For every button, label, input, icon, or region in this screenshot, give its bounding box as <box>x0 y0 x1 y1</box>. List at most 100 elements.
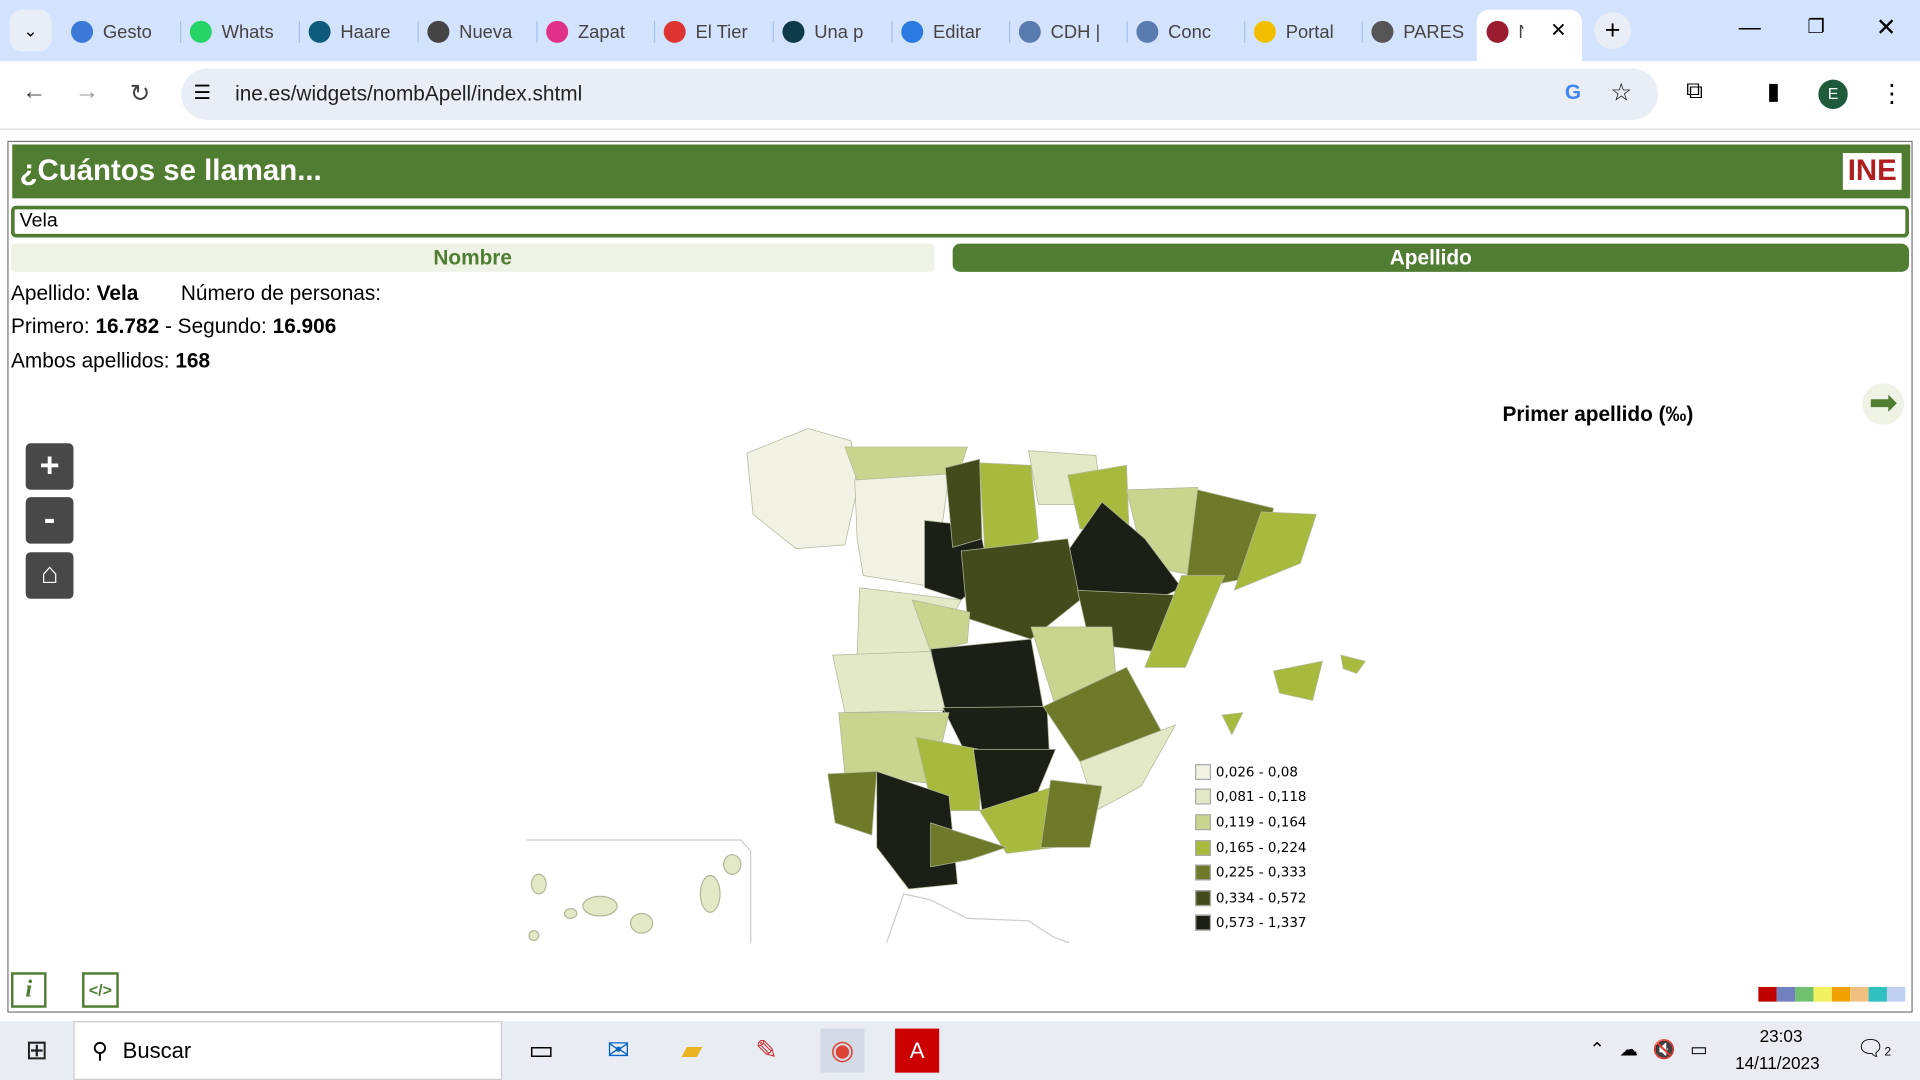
info-button[interactable]: i <box>11 972 47 1008</box>
bookmark-star-icon[interactable]: ☆ <box>1610 79 1633 107</box>
menu-icon[interactable]: ⋮ <box>1879 80 1905 108</box>
new-tab-button[interactable]: + <box>1594 12 1632 49</box>
legend-item: 0,119 - 0,164 <box>1195 810 1306 835</box>
browser-tab[interactable]: Haare <box>308 15 405 49</box>
browser-tab[interactable]: N <box>1486 15 1523 49</box>
forward-icon[interactable]: → <box>74 78 100 106</box>
site-info-icon[interactable]: ☰ <box>193 83 212 105</box>
clock-date[interactable]: 14/11/2023 <box>1735 1053 1820 1073</box>
minimize-button[interactable]: — <box>1738 14 1761 40</box>
tab-separator <box>417 20 419 43</box>
ae-icon <box>663 20 686 43</box>
tab-apellido[interactable]: Apellido <box>952 243 1909 272</box>
province[interactable] <box>832 651 946 714</box>
notification-count: 2 <box>1884 1045 1892 1060</box>
task-view-icon[interactable]: ▭ <box>528 1034 554 1066</box>
tab-label: Editar <box>933 21 982 43</box>
color-palette-selector[interactable] <box>1758 986 1906 1002</box>
acrobat-icon[interactable]: A <box>895 1028 940 1073</box>
canary-island[interactable] <box>630 912 654 934</box>
crest-icon <box>1136 20 1159 43</box>
google-icon[interactable]: G <box>1564 80 1582 105</box>
url-text[interactable]: ine.es/widgets/nombApell/index.shtml <box>235 82 583 106</box>
browser-tab[interactable]: Whats <box>189 15 286 49</box>
browser-tab[interactable]: El Tier <box>663 15 760 49</box>
browser-tab[interactable]: Zapat <box>546 15 642 49</box>
map-legend: 0,026 - 0,08 0,081 - 0,118 0,119 - 0,164 0,… <box>1195 759 1306 936</box>
province[interactable] <box>979 462 1039 567</box>
tab-nombre[interactable]: Nombre <box>11 243 935 272</box>
haaretz-icon <box>308 20 331 43</box>
outlook-icon[interactable]: ✉ <box>607 1034 630 1066</box>
address-bar[interactable] <box>181 68 1658 121</box>
tab-label: N <box>1518 21 1523 42</box>
tab-label: CDH | <box>1050 21 1101 43</box>
restore-button[interactable]: ❐ <box>1807 17 1825 38</box>
tab-label: Conc <box>1168 21 1212 43</box>
browser-tab[interactable]: PARES <box>1371 15 1467 49</box>
canary-island[interactable] <box>699 874 721 913</box>
embed-code-button[interactable]: </> <box>82 972 119 1008</box>
province[interactable] <box>960 538 1081 640</box>
province[interactable] <box>1221 712 1244 736</box>
palette-swatch[interactable] <box>1850 986 1869 1002</box>
legend-label: 0,334 - 0,572 <box>1215 889 1307 906</box>
windows-start-icon[interactable]: ⊞ <box>25 1034 49 1066</box>
paint-icon[interactable]: ✎ <box>755 1034 778 1066</box>
browser-tab[interactable]: Portal <box>1253 15 1350 49</box>
tray-icons[interactable]: ⌃☁🔇▭ <box>1589 1039 1723 1061</box>
palette-swatch[interactable] <box>1776 986 1796 1002</box>
chrome-taskbar-icon[interactable]: ◉ <box>820 1028 865 1073</box>
province[interactable] <box>1233 511 1317 591</box>
ine-logo[interactable]: INE <box>1842 153 1902 190</box>
next-arrow-icon[interactable]: ➡ <box>1862 383 1905 425</box>
side-panel-icon[interactable]: ▮ <box>1766 79 1780 106</box>
canary-island[interactable] <box>530 873 547 895</box>
taskbar-search[interactable]: ⚲ Buscar <box>73 1021 503 1080</box>
close-window-button[interactable]: ✕ <box>1875 14 1897 42</box>
browser-tab[interactable]: CDH | <box>1018 15 1115 49</box>
province[interactable] <box>930 822 1008 868</box>
province[interactable] <box>1340 654 1366 674</box>
province[interactable] <box>944 458 983 548</box>
canary-island[interactable] <box>723 854 742 875</box>
legend-item: 0,165 - 0,224 <box>1195 835 1306 860</box>
clock-time[interactable]: 23:03 <box>1759 1026 1803 1046</box>
zoom-out-button[interactable]: - <box>25 497 74 544</box>
extensions-icon[interactable]: ⧉ <box>1686 78 1703 105</box>
browser-tab[interactable]: Editar <box>901 15 997 49</box>
province[interactable] <box>746 428 858 549</box>
palette-swatch[interactable] <box>1886 986 1906 1002</box>
palette-swatch[interactable] <box>1813 986 1832 1002</box>
province[interactable] <box>1144 575 1226 668</box>
name-search-input[interactable]: Vela <box>11 205 1909 238</box>
widget-title: ¿Cuántos se llaman... <box>19 154 322 188</box>
reload-icon[interactable]: ↻ <box>129 80 151 108</box>
tab-label: El Tier <box>695 21 748 43</box>
province[interactable] <box>827 771 878 836</box>
canary-island[interactable] <box>563 907 578 919</box>
browser-tab[interactable]: Gesto <box>71 15 167 49</box>
canary-island[interactable] <box>582 895 618 917</box>
browser-tab[interactable]: Nueva <box>427 15 523 49</box>
notifications-icon[interactable]: 🗨2 <box>1856 1035 1892 1061</box>
close-tab-icon[interactable]: ✕ <box>1550 20 1567 42</box>
browser-tab[interactable]: Conc <box>1136 15 1232 49</box>
province[interactable] <box>1273 660 1323 701</box>
palette-swatch[interactable] <box>1831 986 1851 1002</box>
back-icon[interactable]: ← <box>22 78 47 106</box>
canary-island[interactable] <box>528 930 540 942</box>
palette-swatch[interactable] <box>1868 986 1887 1002</box>
palette-swatch[interactable] <box>1758 986 1777 1002</box>
tab-search-button[interactable]: ⌄ <box>9 9 52 52</box>
palette-swatch[interactable] <box>1795 986 1814 1002</box>
province[interactable] <box>1040 779 1103 848</box>
province[interactable] <box>911 599 971 652</box>
browser-tab[interactable]: Una p <box>782 15 878 49</box>
globe-icon <box>1371 20 1394 43</box>
file-explorer-icon[interactable]: ▰ <box>681 1034 703 1066</box>
zoom-in-button[interactable]: + <box>25 443 74 490</box>
home-extent-button[interactable]: ⌂ <box>25 552 74 599</box>
profile-avatar[interactable]: E <box>1818 79 1848 109</box>
